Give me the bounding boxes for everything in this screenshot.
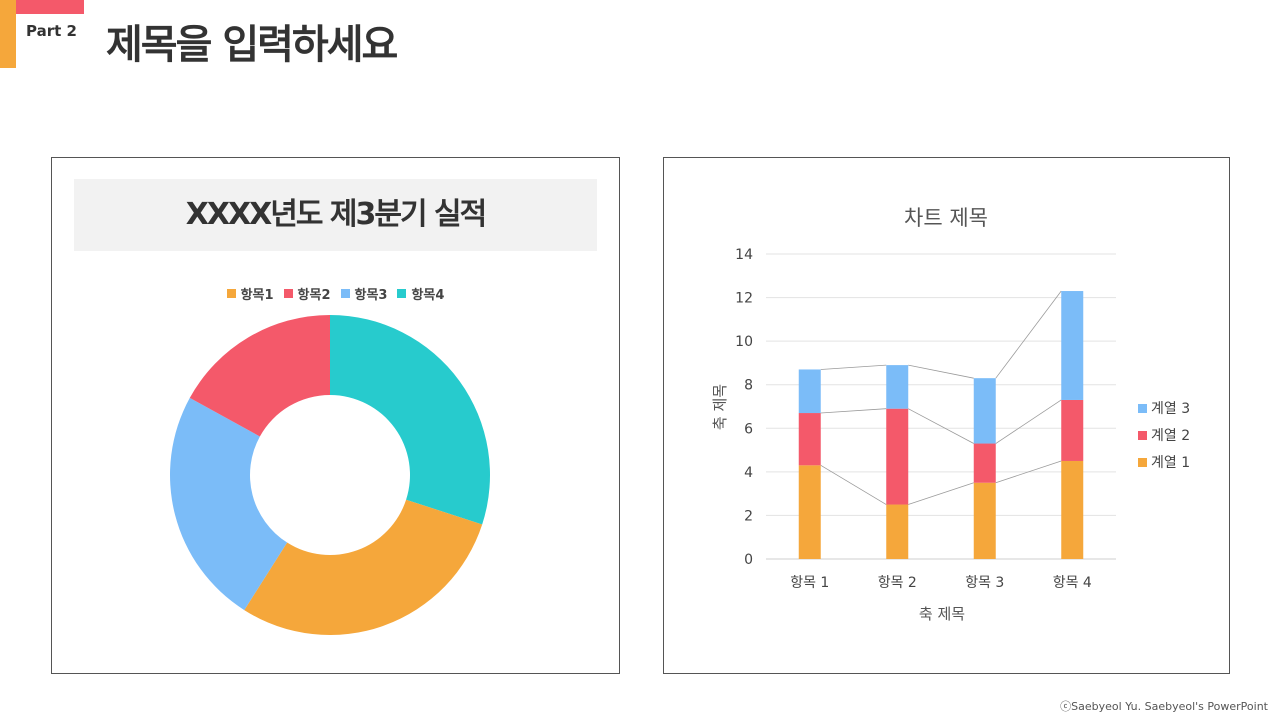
bar-segment — [886, 365, 909, 409]
series-line — [820, 364, 887, 370]
legend-swatch — [283, 289, 293, 298]
right-chart-panel — [663, 157, 1230, 674]
series-lines — [820, 290, 1062, 505]
legend-swatch — [1138, 404, 1147, 413]
bar-chart-title: 차트 제목 — [904, 206, 988, 230]
bar-segment — [1061, 399, 1084, 461]
x-tick-label: 항목 1 — [790, 575, 829, 591]
donut-segment-4 — [330, 315, 490, 525]
part-label: Part 2 — [26, 22, 77, 40]
bar-legend: 계열 3 계열 2 계열 1 — [1138, 401, 1190, 471]
legend-item-2: 항목2 — [283, 284, 331, 303]
series-line — [908, 364, 974, 379]
donut-legend: 항목1 항목2 항목3 항목4 — [74, 284, 597, 303]
y-tick-label: 8 — [744, 378, 753, 394]
series-line — [995, 399, 1062, 444]
accent-bar-red — [16, 0, 84, 14]
y-tick-label: 10 — [735, 334, 753, 350]
y-tick-label: 4 — [744, 465, 753, 481]
x-tick-label: 항목 2 — [878, 575, 917, 591]
stacked-bar-chart: 차트 제목 축 제목 축 제목 0 2 4 6 8 10 12 14 항목 1 항목 2 항목 3… — [711, 206, 1190, 623]
y-tick-label: 0 — [744, 552, 753, 568]
bar-segment — [1061, 460, 1084, 559]
left-chart-title: XXXX년도 제3분기 실적 — [185, 197, 487, 232]
series-line — [908, 482, 974, 505]
left-chart-title-box — [74, 179, 597, 251]
donut-segment-3 — [170, 397, 288, 611]
legend-label: 계열 1 — [1151, 455, 1190, 471]
legend-swatch — [1138, 431, 1147, 440]
bar-segment — [798, 413, 821, 466]
donut-chart — [170, 315, 490, 635]
page-title: 제목을 입력하세요 — [106, 22, 398, 68]
legend-label: 항목2 — [297, 288, 331, 303]
legend-item-1: 항목1 — [226, 284, 274, 303]
legend-item-4: 항목4 — [397, 284, 444, 303]
bar-segment — [1061, 291, 1084, 400]
x-axis-title: 축 제목 — [919, 605, 965, 623]
y-tick-label: 2 — [744, 508, 753, 524]
legend-label: 계열 2 — [1151, 428, 1190, 444]
series-line — [908, 408, 974, 444]
series-line — [820, 408, 887, 414]
legend-swatch — [226, 289, 236, 298]
x-tick-label: 항목 3 — [965, 575, 1004, 591]
series-line — [995, 290, 1062, 379]
bar-segment — [886, 504, 909, 559]
y-tick-label: 12 — [735, 291, 753, 307]
accent-bar-orange — [0, 0, 16, 68]
bar-segment — [798, 369, 821, 414]
bar-segment — [973, 378, 996, 444]
legend-swatch — [340, 289, 350, 298]
series-line — [995, 460, 1062, 484]
bar-segment — [973, 482, 996, 559]
donut-segment-1 — [244, 499, 483, 635]
bar-grid: 0 2 4 6 8 10 12 14 — [735, 247, 1116, 568]
y-tick-label: 6 — [744, 421, 753, 437]
bar-segment — [798, 465, 821, 559]
legend-label: 항목4 — [411, 288, 445, 303]
legend-label: 계열 3 — [1151, 401, 1190, 417]
bar-segment — [973, 443, 996, 483]
legend-swatch — [397, 289, 407, 298]
series-line — [820, 464, 887, 505]
donut-segment-2 — [189, 315, 330, 437]
legend-swatch — [1138, 458, 1147, 467]
y-axis-title: 축 제목 — [711, 384, 729, 430]
legend-label: 항목3 — [354, 288, 388, 303]
x-tick-label: 항목 4 — [1053, 575, 1092, 591]
y-tick-label: 14 — [735, 247, 753, 263]
legend-item-3: 항목3 — [340, 284, 388, 303]
legend-label: 항목1 — [240, 288, 274, 303]
bar-segment — [886, 408, 909, 505]
footer-credit: ⓒSaebyeol Yu. Saebyeol's PowerPoint — [1060, 700, 1268, 713]
bar-marks: 항목 1 항목 2 항목 3 항목 4 — [790, 291, 1092, 591]
